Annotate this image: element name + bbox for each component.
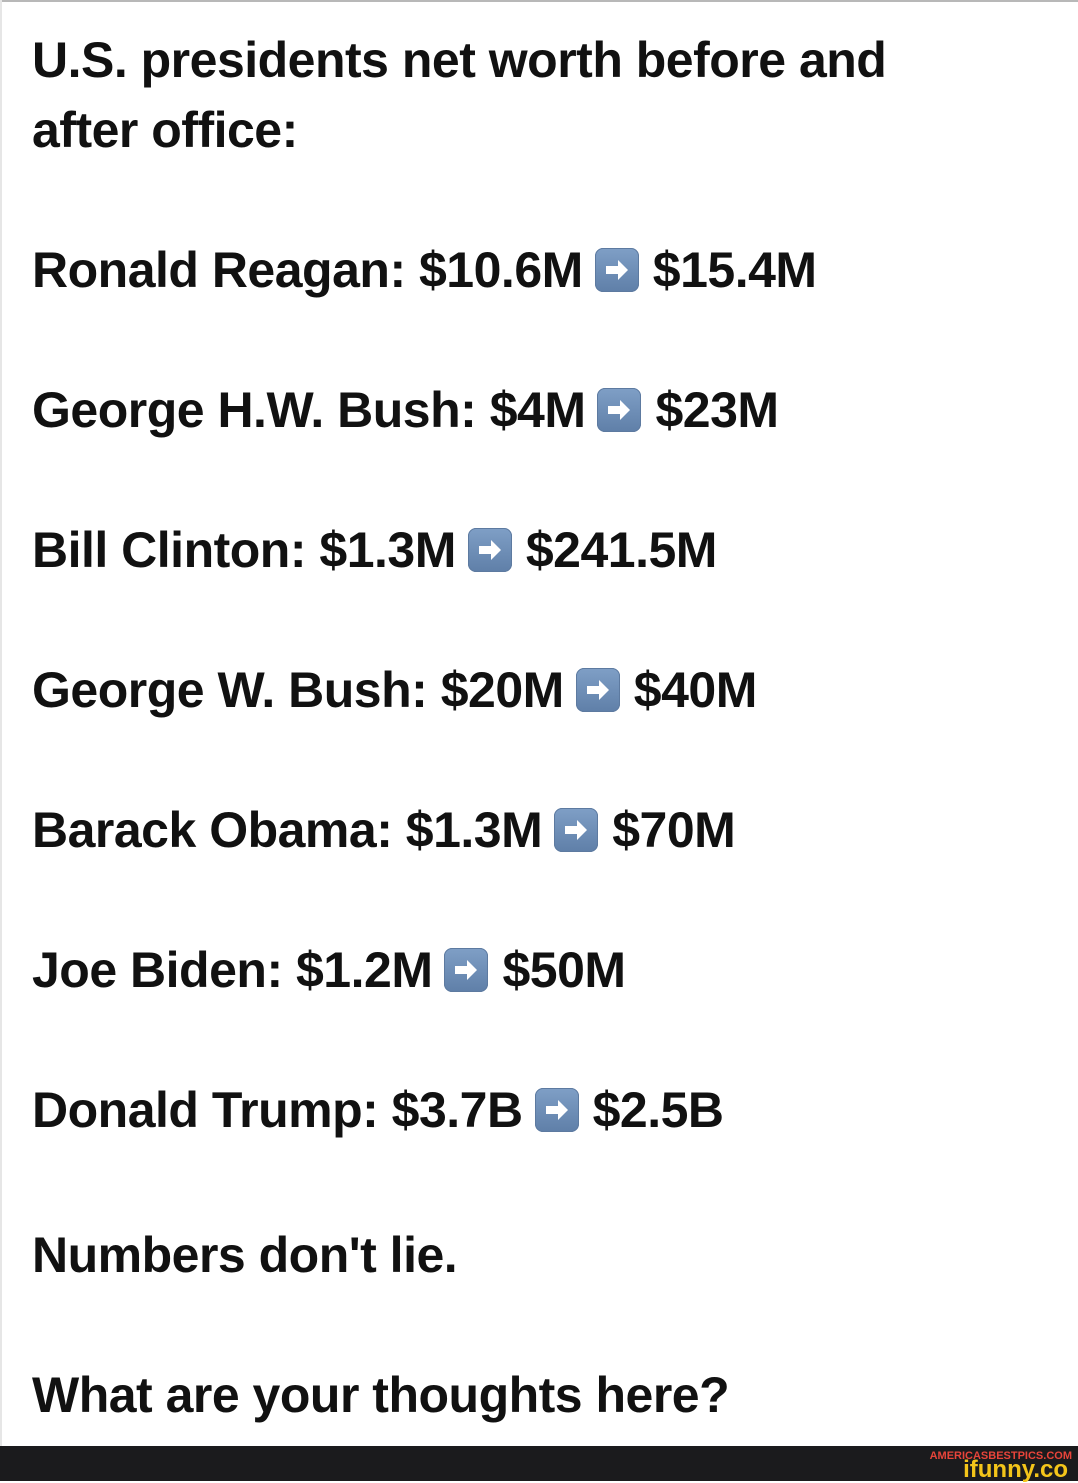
right-arrow-icon	[597, 388, 642, 432]
closing-line-2: What are your thoughts here?	[32, 1367, 730, 1423]
before-value: $10.6M	[419, 242, 583, 298]
right-arrow-icon	[444, 948, 489, 992]
before-value: $1.3M	[405, 802, 543, 858]
right-arrow-icon	[554, 808, 599, 852]
title-line-2: after office:	[32, 102, 298, 158]
top-border	[0, 0, 1078, 2]
watermark-site: AMERICASBESTPICS.COM	[929, 1450, 1072, 1462]
title-line-1: U.S. presidents net worth before and	[32, 32, 887, 88]
president-name: Barack Obama:	[32, 802, 393, 858]
after-value: $70M	[612, 802, 736, 858]
right-arrow-icon	[467, 528, 512, 572]
after-value: $2.5B	[592, 1082, 724, 1138]
entry-gw-bush: George W. Bush: $20M $40M	[32, 660, 757, 720]
before-value: $20M	[440, 662, 565, 718]
after-value: $40M	[633, 662, 758, 718]
president-name: George H.W. Bush:	[32, 382, 477, 438]
before-value: $4M	[489, 382, 586, 438]
before-value: $1.2M	[296, 942, 433, 998]
right-arrow-icon	[594, 248, 639, 292]
entry-obama: Barack Obama: $1.3M $70M	[32, 800, 736, 860]
closing-line-1: Numbers don't lie.	[32, 1227, 458, 1283]
president-name: Bill Clinton:	[32, 522, 307, 578]
after-value: $15.4M	[652, 242, 817, 298]
after-value: $241.5M	[525, 522, 718, 578]
entry-clinton: Bill Clinton: $1.3M $241.5M	[32, 520, 717, 580]
right-arrow-icon	[534, 1088, 579, 1132]
watermark-bar: AMERICASBESTPICS.COM ifunny.co	[0, 1446, 1078, 1483]
after-value: $50M	[502, 942, 626, 998]
entry-reagan: Ronald Reagan: $10.6M $15.4M	[32, 240, 817, 300]
president-name: Ronald Reagan:	[32, 242, 406, 298]
president-name: George W. Bush:	[32, 662, 428, 718]
after-value: $23M	[655, 382, 779, 438]
left-border	[0, 0, 2, 1446]
president-name: Donald Trump:	[32, 1082, 379, 1138]
before-value: $3.7B	[391, 1082, 523, 1138]
entry-biden: Joe Biden: $1.2M $50M	[32, 940, 626, 1000]
entry-hw-bush: George H.W. Bush: $4M $23M	[32, 380, 779, 440]
watermark-brand: ifunny.co	[963, 1456, 1068, 1483]
right-arrow-icon	[575, 668, 620, 712]
before-value: $1.3M	[319, 522, 456, 578]
president-name: Joe Biden:	[32, 942, 283, 998]
entry-trump: Donald Trump: $3.7B $2.5B	[32, 1080, 724, 1140]
